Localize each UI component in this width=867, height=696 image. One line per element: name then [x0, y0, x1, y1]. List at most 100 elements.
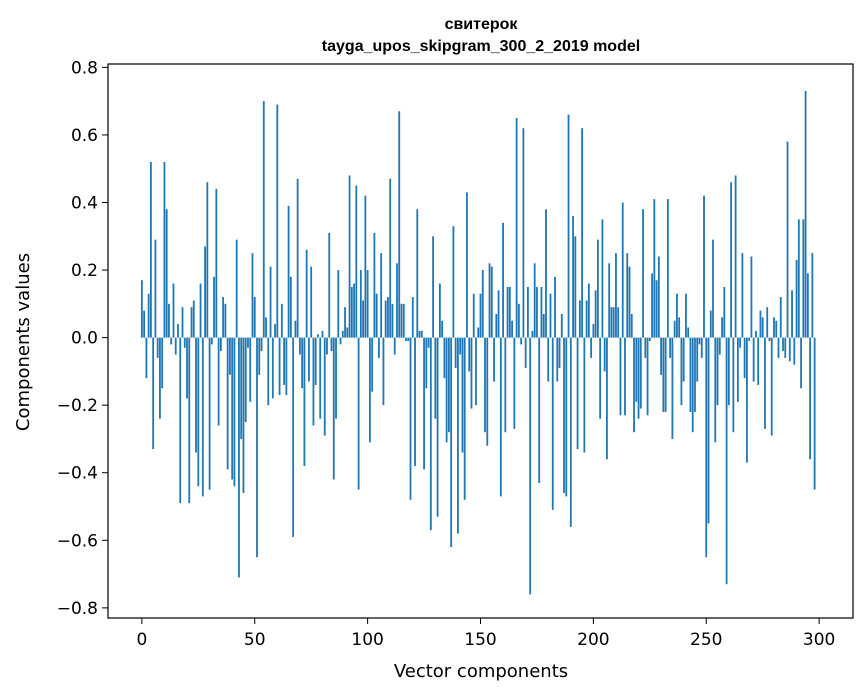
x-axis-ticks: 0 50 100 150 200 250 300 — [136, 618, 835, 650]
bar-162 — [506, 286, 509, 338]
bar-278 — [768, 337, 771, 341]
bar-154 — [488, 263, 491, 338]
bar-122 — [416, 209, 419, 338]
bar-88 — [339, 337, 342, 345]
bar-130 — [434, 337, 437, 419]
bar-280 — [773, 317, 775, 338]
bar-145 — [468, 337, 471, 372]
bar-74 — [308, 337, 310, 382]
bar-64 — [285, 337, 288, 396]
bar-295 — [806, 273, 809, 338]
bar-292 — [800, 337, 802, 389]
y-tick-label: −0.2 — [57, 396, 98, 416]
bar-82 — [326, 337, 328, 355]
bar-163 — [508, 286, 511, 338]
bar-92 — [348, 175, 351, 338]
bar-172 — [529, 337, 532, 595]
bar-91 — [346, 327, 349, 338]
bar-277 — [766, 307, 769, 338]
bar-152 — [484, 337, 486, 433]
bar-75 — [310, 266, 313, 338]
bar-41 — [233, 337, 236, 487]
bar-58 — [271, 337, 274, 399]
bar-63 — [283, 337, 285, 385]
bar-7 — [156, 337, 159, 358]
bar-46 — [244, 337, 247, 423]
bar-184 — [556, 337, 559, 382]
bar-220 — [637, 337, 640, 419]
bar-167 — [517, 303, 520, 338]
bar-120 — [411, 297, 414, 338]
bar-31 — [210, 337, 213, 345]
bar-247 — [698, 337, 701, 345]
chart-title: свитерок — [445, 16, 519, 33]
bar-12 — [168, 303, 170, 338]
bar-151 — [481, 270, 484, 338]
bar-36 — [222, 297, 225, 338]
bar-272 — [755, 330, 757, 338]
bar-70 — [298, 337, 301, 355]
bar-144 — [466, 192, 468, 338]
plot-frame — [107, 63, 854, 619]
bar-124 — [420, 330, 423, 338]
bar-87 — [337, 270, 340, 338]
y-tick-label: 0.0 — [71, 329, 98, 349]
bar-222 — [642, 209, 644, 338]
bar-213 — [621, 202, 624, 338]
bar-294 — [804, 91, 807, 338]
bar-73 — [305, 249, 308, 338]
bar-13 — [170, 337, 173, 345]
bar-231 — [662, 337, 665, 412]
bar-15 — [174, 337, 177, 355]
bar-243 — [689, 337, 692, 412]
bar-179 — [545, 209, 547, 338]
bar-241 — [685, 293, 687, 338]
bar-114 — [398, 111, 401, 338]
bar-173 — [531, 330, 534, 338]
bar-24 — [195, 337, 197, 453]
bar-44 — [240, 337, 243, 439]
x-tick-label: 150 — [464, 630, 496, 650]
bar-109 — [387, 297, 389, 338]
bar-9 — [161, 337, 164, 389]
bar-116 — [402, 303, 405, 338]
bar-81 — [323, 337, 326, 436]
bar-175 — [536, 286, 538, 338]
bar-47 — [247, 337, 249, 348]
bar-150 — [479, 293, 482, 338]
bar-83 — [328, 232, 331, 338]
bar-104 — [375, 293, 378, 338]
bar-164 — [511, 320, 514, 338]
bar-275 — [761, 317, 764, 338]
bar-57 — [269, 266, 272, 338]
bar-19 — [183, 337, 186, 348]
bar-106 — [380, 253, 383, 338]
bar-55 — [265, 317, 267, 338]
bar-279 — [770, 337, 773, 436]
bar-157 — [495, 313, 498, 338]
bar-218 — [633, 337, 635, 433]
bar-37 — [224, 303, 227, 338]
bar-251 — [707, 337, 710, 524]
bar-25 — [197, 337, 200, 487]
bar-49 — [251, 253, 254, 338]
bar-207 — [608, 263, 611, 338]
bar-77 — [314, 337, 317, 385]
bar-149 — [477, 327, 480, 338]
bar-233 — [666, 199, 669, 338]
bar-248 — [700, 337, 703, 358]
bar-97 — [359, 270, 362, 338]
bar-153 — [486, 337, 489, 446]
y-tick-label: −0.6 — [57, 531, 98, 551]
bar-68 — [294, 320, 297, 338]
bar-170 — [524, 337, 527, 369]
bar-192 — [574, 236, 577, 338]
bar-215 — [626, 253, 629, 338]
bar-76 — [312, 337, 315, 426]
bar-286 — [786, 141, 789, 338]
bar-198 — [587, 283, 590, 338]
bar-59 — [274, 324, 276, 338]
bar-146 — [470, 337, 473, 409]
bar-201 — [594, 290, 597, 338]
